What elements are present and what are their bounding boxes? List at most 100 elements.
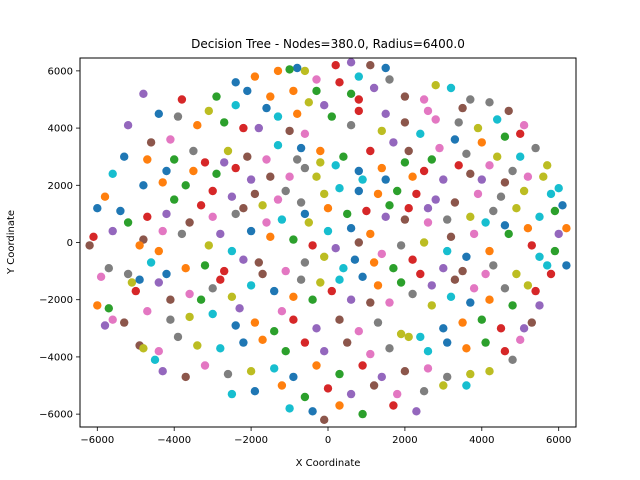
data-point [539,172,548,181]
data-point [331,161,340,170]
data-point [431,195,440,204]
data-point [258,201,267,210]
y-tick-label: 6000 [48,66,73,77]
data-point [220,266,229,276]
data-point [508,166,517,176]
data-point [339,264,348,273]
data-point [166,135,175,144]
data-point [281,266,290,276]
data-point [373,281,383,290]
data-point [446,292,456,301]
data-point [331,244,340,253]
data-point [143,212,152,221]
data-point [473,189,483,199]
data-point [289,372,298,382]
data-point [193,121,202,130]
data-point [331,60,340,70]
data-point [500,221,510,230]
data-point [223,369,233,379]
data-point [320,347,329,356]
data-point [454,161,463,170]
data-point [181,372,190,382]
data-point [458,103,467,113]
y-tick-label: −6000 [39,410,73,421]
data-point [273,112,283,121]
data-point [85,241,94,250]
data-point [335,275,344,284]
data-point [320,189,329,199]
data-point [443,215,452,224]
data-point [120,318,129,327]
data-point [300,163,310,173]
data-point [170,155,179,164]
data-point [300,338,310,347]
data-point [246,175,256,184]
data-point [385,298,394,307]
data-point [423,106,433,116]
data-point [293,63,302,73]
data-point [335,369,344,379]
data-point [416,332,425,342]
data-point [558,201,567,210]
data-point [381,109,390,119]
data-point [212,92,221,101]
data-point [170,195,179,204]
data-point [200,158,210,167]
data-point [516,129,525,138]
data-point [154,278,163,287]
data-point [135,275,144,284]
data-point [231,163,240,173]
data-point [346,58,356,67]
data-point [481,218,490,227]
data-point [204,241,213,250]
data-point [154,109,163,119]
data-point [466,95,475,104]
data-point [343,338,352,347]
data-point [293,109,302,119]
data-point [135,241,144,250]
data-point [231,209,240,219]
data-point [531,143,540,153]
data-point [443,338,452,347]
data-point [158,178,167,187]
data-point [189,146,198,156]
data-point [154,347,163,356]
data-point [416,269,425,279]
data-point [419,166,429,176]
data-point [519,121,529,130]
data-point [419,238,429,247]
data-point [254,123,263,133]
data-point [358,272,367,281]
data-point [458,318,467,327]
data-point [285,126,294,136]
data-point [339,152,348,161]
data-point [454,118,463,127]
data-point [508,355,517,364]
data-point [346,389,356,399]
data-point [139,344,148,353]
data-point [258,335,267,344]
data-point [196,201,206,210]
data-point [512,269,521,279]
data-point [562,224,571,233]
y-tick-label: 4000 [48,124,73,135]
data-point [108,315,117,324]
data-point [316,158,325,167]
data-point [385,344,394,353]
data-point [462,381,471,390]
data-point [477,315,486,324]
data-point [512,204,521,213]
x-tick-label: 2000 [392,435,417,446]
data-point [131,286,140,296]
data-point [281,347,290,356]
data-point [181,181,190,190]
x-tick-label: −6000 [80,435,114,446]
data-point [250,189,260,199]
data-point [239,255,248,264]
data-point [485,161,494,170]
data-point [158,367,167,376]
data-point [500,178,510,187]
data-point [323,204,333,213]
data-point [100,321,110,330]
data-point [296,198,306,207]
